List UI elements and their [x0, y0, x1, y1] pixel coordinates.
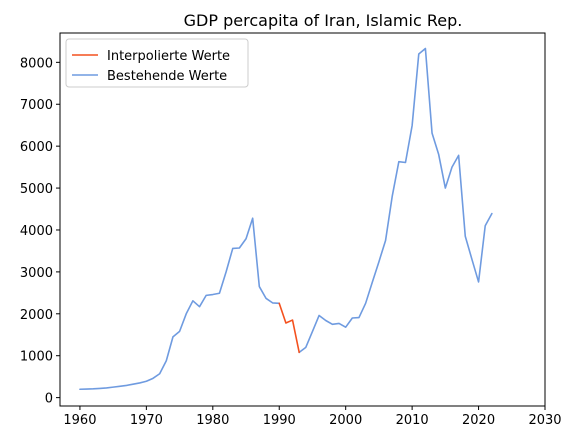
x-tick-label: 2030: [528, 413, 561, 428]
series-line-interpolated: [279, 303, 299, 352]
legend: Interpolierte Werte Bestehende Werte: [66, 39, 248, 87]
y-tick-label: 2000: [20, 308, 53, 323]
plot-lines: [80, 49, 492, 390]
legend-label: Interpolierte Werte: [107, 49, 230, 64]
y-tick-label: 1000: [20, 350, 53, 365]
y-tick-label: 5000: [20, 182, 53, 197]
legend-label: Bestehende Werte: [107, 69, 227, 84]
x-tick-label: 2020: [462, 413, 495, 428]
chart-title: GDP percapita of Iran, Islamic Rep.: [184, 11, 463, 30]
y-tick-label: 0: [45, 392, 53, 407]
y-tick-label: 3000: [20, 266, 53, 281]
x-tick-label: 2010: [396, 413, 429, 428]
y-tick-label: 6000: [20, 140, 53, 155]
x-tick-label: 2000: [329, 413, 362, 428]
x-tick-label: 1980: [196, 413, 229, 428]
y-axis: 0 1000 2000 3000 4000 5000 6000 7000 8000: [20, 56, 60, 406]
x-tick-label: 1990: [263, 413, 296, 428]
y-tick-label: 8000: [20, 56, 53, 71]
y-tick-label: 7000: [20, 98, 53, 113]
x-tick-label: 1970: [130, 413, 163, 428]
y-tick-label: 4000: [20, 224, 53, 239]
x-tick-label: 1960: [63, 413, 96, 428]
series-line-existing: [80, 49, 492, 390]
x-axis: 1960 1970 1980 1990 2000 2010 2020 2030: [63, 406, 561, 428]
